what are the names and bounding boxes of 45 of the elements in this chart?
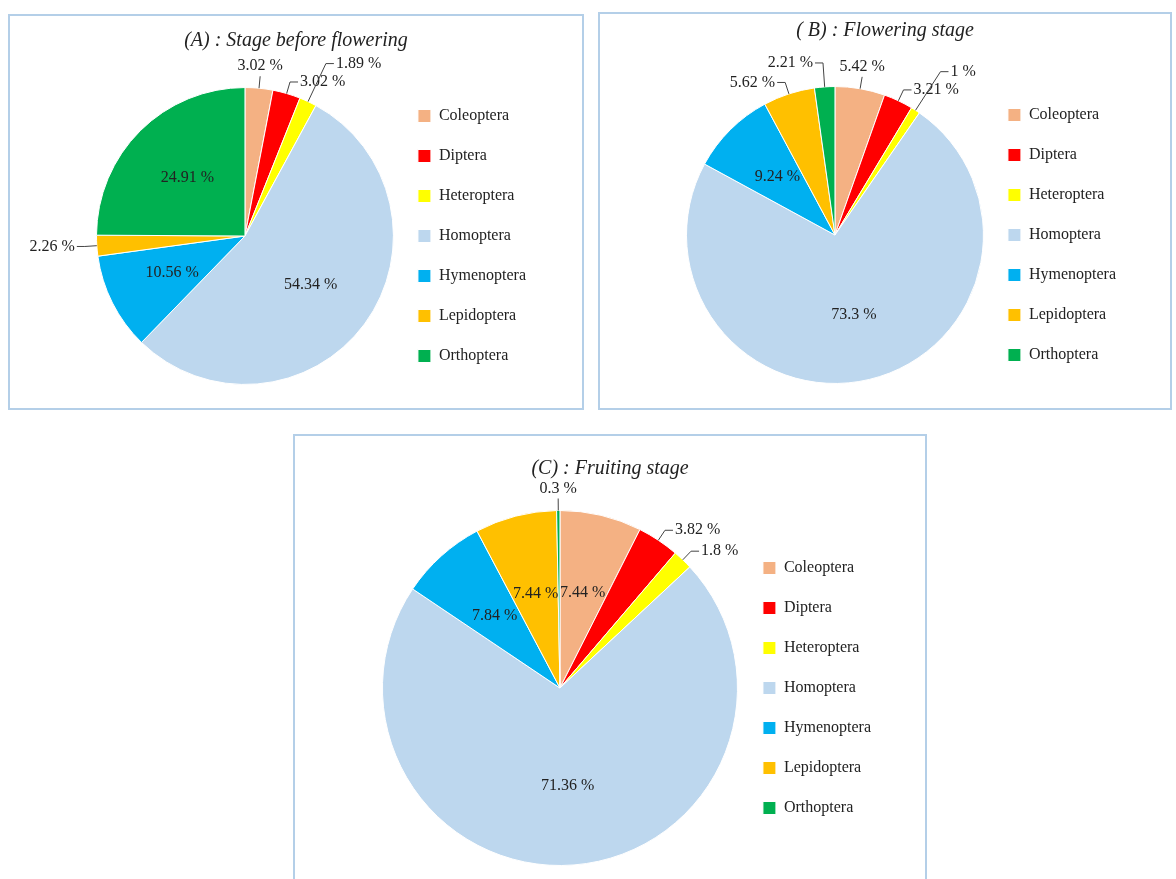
legend-label: Coleoptera [438,106,510,125]
data-label: 2.21 % [767,53,813,71]
data-label: 3.82 % [674,520,721,538]
data-label: 3.02 % [237,56,283,74]
data-label: 7.84 % [472,605,518,623]
legend-label: Diptera [438,146,487,165]
data-label: 3.21 % [913,80,959,98]
legend-label: Hymenoptera [783,718,871,737]
legend-label: Diptera [783,598,832,617]
legend-label: Coleoptera [1028,105,1100,124]
data-label: 10.56 % [145,263,199,281]
data-label: 3.02 % [300,72,346,90]
data-label: 1.8 % [701,541,739,559]
data-label: 71.36 % [541,775,595,793]
legend-label: Orthoptera [438,346,509,365]
data-label: 7.44 % [512,583,559,601]
data-label: 24.91 % [160,168,215,186]
data-label: 1 % [950,61,976,79]
chart-title: ( B) : Flowering stage [795,18,975,41]
legend-label: Heteroptera [783,638,860,657]
legend-label: Homoptera [438,226,511,245]
data-label: 5.62 % [729,72,776,90]
legend-label: Heteroptera [1028,185,1105,204]
data-label: 5.42 % [839,57,885,75]
legend-label: Lepidoptera [783,758,862,777]
data-label: 9.24 % [754,167,801,185]
data-label: 0.3 % [539,478,577,496]
legend-label: Diptera [1028,145,1077,164]
data-label: 54.34 % [284,274,338,292]
legend-label: Hymenoptera [1028,265,1116,284]
legend-label: Homoptera [1028,225,1101,244]
data-label: 2.26 % [29,236,75,254]
data-label: 73.3 % [831,304,877,322]
chart-title: (A) : Stage before flowering [183,28,409,51]
data-label: 7.44 % [559,583,606,601]
legend-label: Heteroptera [438,186,515,205]
data-label: 1.89 % [335,53,382,71]
chart-title: (C) : Fruiting stage [530,456,690,479]
legend-label: Hymenoptera [438,266,526,285]
legend-label: Orthoptera [1028,345,1099,364]
legend-label: Orthoptera [783,798,854,817]
legend-label: Coleoptera [783,558,855,577]
legend-label: Lepidoptera [438,306,517,325]
legend-label: Homoptera [783,678,856,697]
legend-label: Lepidoptera [1028,305,1107,324]
